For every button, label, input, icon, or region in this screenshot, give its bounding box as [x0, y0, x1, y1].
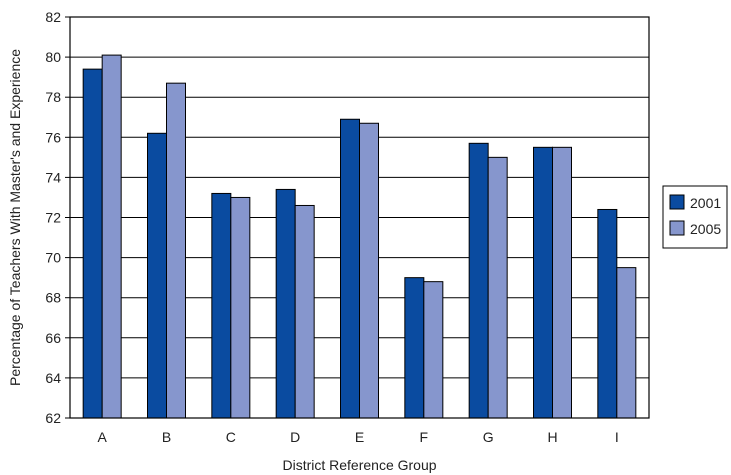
legend-label: 2001	[690, 195, 721, 211]
y-axis-label: Percentage of Teachers With Master's and…	[7, 49, 23, 386]
y-tick-label: 82	[45, 9, 61, 25]
bar-B-2001	[147, 132, 167, 419]
y-tick-label: 68	[45, 290, 61, 306]
y-tick-label: 74	[45, 169, 61, 185]
bar-C-2001	[211, 192, 232, 419]
bar-I-2001	[597, 208, 618, 419]
y-tick-label: 72	[45, 210, 61, 226]
bar-F-2005	[423, 281, 444, 419]
legend: 2001 2005	[662, 185, 728, 249]
y-axis-ticks: 62 64 66 68 70 72 74 76 78 80 82	[45, 9, 70, 426]
legend-label: 2005	[690, 221, 721, 237]
x-tick-label: F	[420, 429, 429, 445]
x-axis-ticks: A B C D E F G H I	[97, 429, 618, 445]
y-tick-label: 76	[45, 129, 61, 145]
bar-D-2005	[294, 204, 315, 419]
bar-C-2005	[230, 196, 251, 419]
x-tick-label: C	[226, 429, 236, 445]
x-axis-label: District Reference Group	[282, 457, 436, 473]
bar-G-2001	[468, 142, 489, 419]
x-tick-label: I	[615, 429, 619, 445]
bar-I-2005	[616, 267, 637, 419]
x-tick-label: D	[290, 429, 300, 445]
x-tick-label: B	[162, 429, 171, 445]
legend-swatch-2005	[669, 220, 685, 236]
bar-E-2005	[359, 122, 379, 419]
y-tick-label: 64	[45, 370, 61, 386]
bar-G-2005	[487, 156, 508, 419]
y-tick-label: 70	[45, 250, 61, 266]
bar-F-2001	[404, 277, 425, 419]
bar-E-2001	[340, 118, 360, 419]
y-tick-label: 80	[45, 49, 61, 65]
bar-A-2005	[101, 54, 122, 419]
bar-H-2005	[552, 146, 572, 419]
bar-B-2005	[166, 82, 186, 419]
x-tick-label: G	[483, 429, 494, 445]
x-tick-label: A	[97, 429, 107, 445]
y-tick-label: 66	[45, 330, 61, 346]
y-tick-label: 62	[45, 410, 61, 426]
bars	[82, 54, 637, 419]
bar-H-2001	[533, 146, 553, 419]
x-tick-label: E	[355, 429, 364, 445]
y-tick-label: 78	[45, 89, 61, 105]
x-tick-label: H	[547, 429, 557, 445]
bar-A-2001	[82, 68, 103, 419]
bar-D-2001	[275, 188, 296, 419]
legend-swatch-2001	[669, 194, 685, 210]
